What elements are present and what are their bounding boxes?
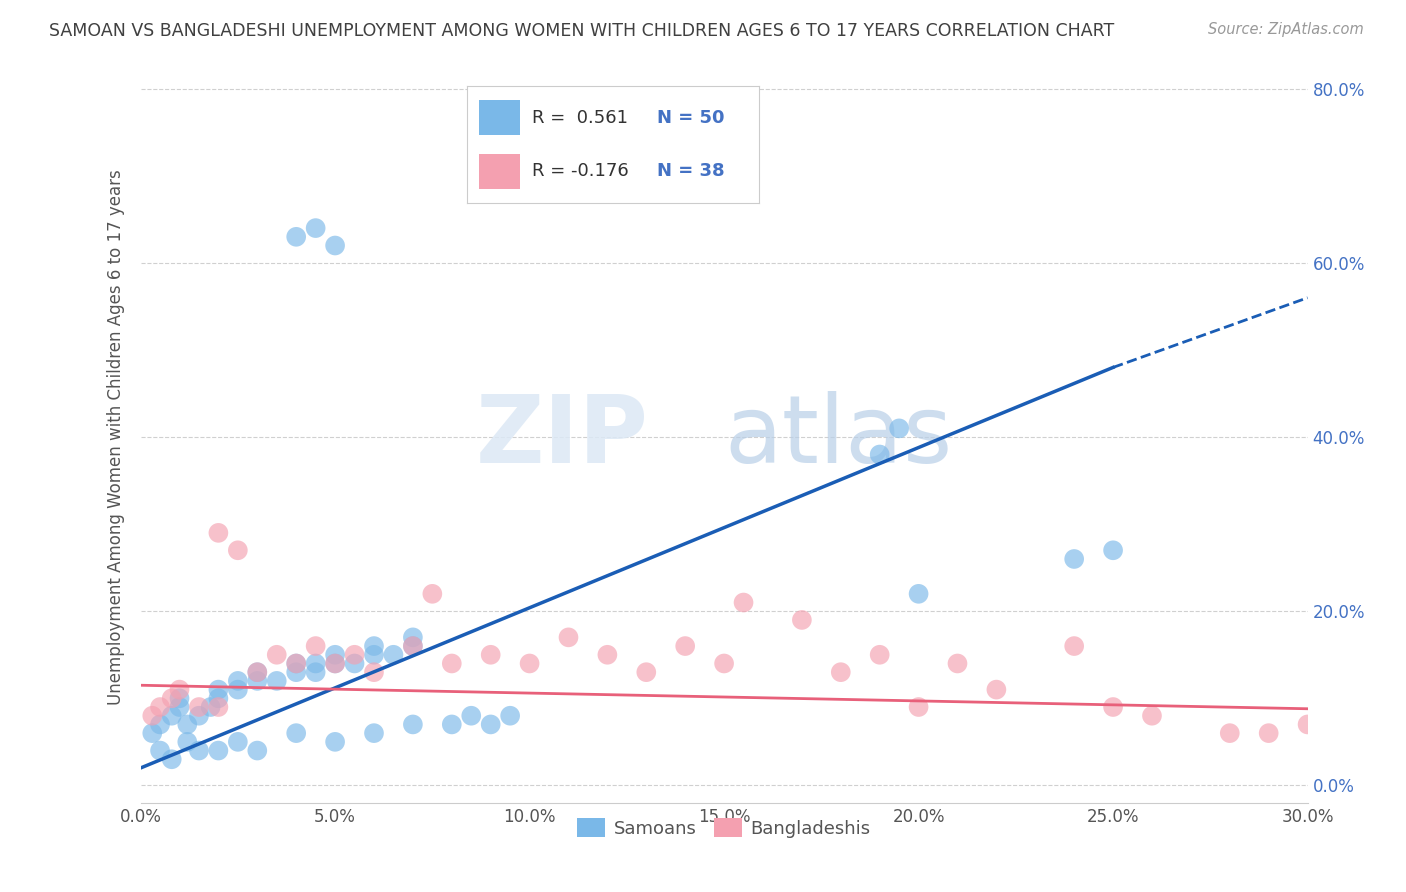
Point [460,708,482,723]
Point [343,648,366,662]
Point [1102,543,1125,558]
Point [226,682,249,697]
Point [713,657,735,671]
Point [986,682,1008,697]
Point [246,665,269,680]
Point [285,229,308,244]
Point [285,726,308,740]
Legend: Samoans, Bangladeshis: Samoans, Bangladeshis [571,811,877,845]
Point [169,700,191,714]
Point [907,587,929,601]
Point [176,717,198,731]
Point [305,657,328,671]
Point [207,700,229,714]
Point [519,657,541,671]
Point [176,735,198,749]
Point [285,657,308,671]
Point [422,587,444,601]
Point [266,648,288,662]
Point [440,717,463,731]
Point [285,665,308,680]
Point [149,717,172,731]
Point [207,743,229,757]
Point [305,665,328,680]
Point [382,648,405,662]
Point [188,700,211,714]
Point [323,657,346,671]
Point [305,639,328,653]
Point [207,682,229,697]
Point [479,717,502,731]
Point [402,639,425,653]
Point [1257,726,1279,740]
Point [402,631,425,645]
Point [402,717,425,731]
Point [141,708,163,723]
Point [596,648,619,662]
Point [790,613,813,627]
Text: atlas: atlas [724,391,952,483]
Point [363,665,385,680]
Point [323,657,346,671]
Point [557,631,579,645]
Point [188,743,211,757]
Point [188,708,211,723]
Point [207,525,229,540]
Point [636,665,658,680]
Point [499,708,522,723]
Point [440,657,463,671]
Point [226,673,249,688]
Point [733,595,755,609]
Point [141,726,163,740]
Point [207,691,229,706]
Y-axis label: Unemployment Among Women with Children Ages 6 to 17 years: Unemployment Among Women with Children A… [107,169,125,705]
Point [266,673,288,688]
Text: ZIP: ZIP [475,391,648,483]
Point [160,752,183,766]
Point [160,691,183,706]
Point [673,639,696,653]
Point [343,657,366,671]
Point [1063,639,1085,653]
Point [160,708,183,723]
Point [246,743,269,757]
Point [1102,700,1125,714]
Point [246,665,269,680]
Point [226,735,249,749]
Point [907,700,929,714]
Point [285,657,308,671]
Point [323,648,346,662]
Point [323,735,346,749]
Point [869,648,891,662]
Point [149,700,172,714]
Point [479,648,502,662]
Point [889,421,911,435]
Text: Source: ZipAtlas.com: Source: ZipAtlas.com [1208,22,1364,37]
Point [1140,708,1163,723]
Point [1063,552,1085,566]
Point [200,700,222,714]
Point [305,221,328,235]
Point [149,743,172,757]
Point [1296,717,1319,731]
Point [402,639,425,653]
Text: SAMOAN VS BANGLADESHI UNEMPLOYMENT AMONG WOMEN WITH CHILDREN AGES 6 TO 17 YEARS : SAMOAN VS BANGLADESHI UNEMPLOYMENT AMONG… [49,22,1115,40]
Point [1219,726,1241,740]
Point [169,682,191,697]
Point [363,639,385,653]
Point [363,726,385,740]
Point [830,665,852,680]
Point [946,657,969,671]
Point [246,673,269,688]
Point [323,238,346,252]
Point [226,543,249,558]
Point [363,648,385,662]
Point [869,448,891,462]
Point [169,691,191,706]
